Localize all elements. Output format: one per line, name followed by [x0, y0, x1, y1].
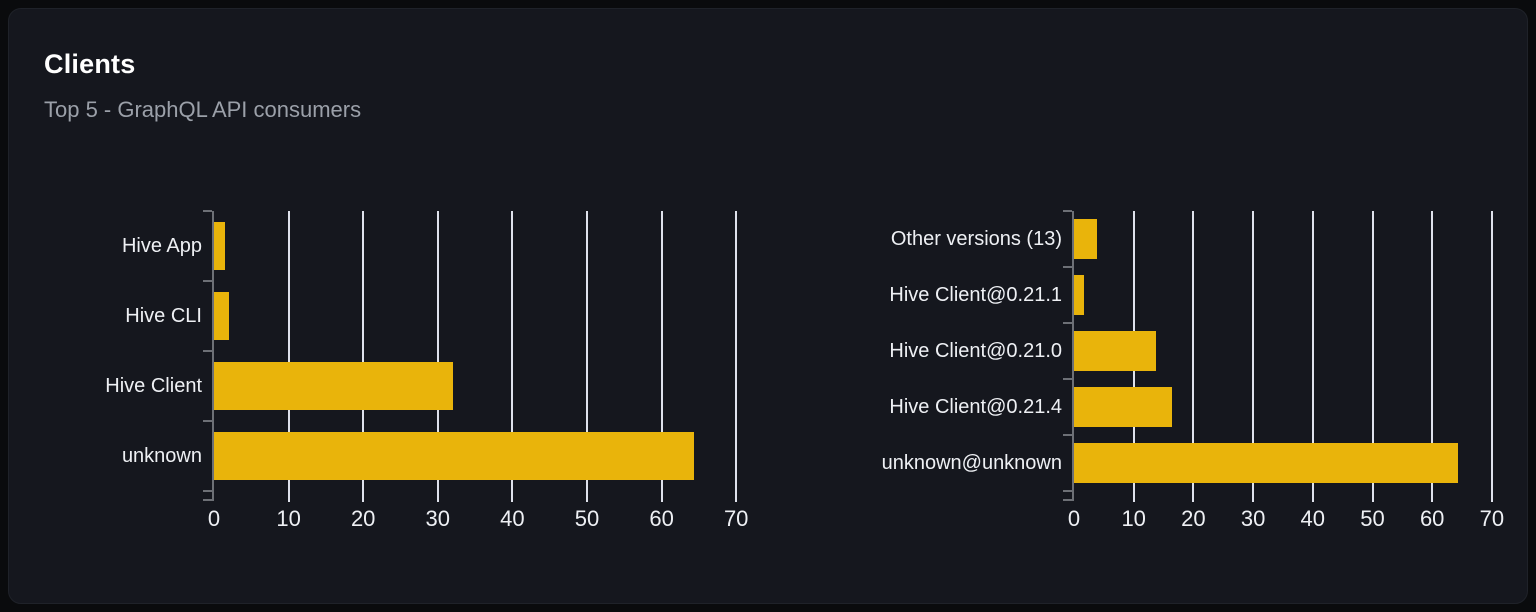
- clients-panel: Clients Top 5 - GraphQL API consumers Hi…: [8, 8, 1528, 604]
- y-axis-tick: [203, 350, 212, 352]
- x-tick-label: 40: [1300, 506, 1326, 531]
- gridline: [362, 211, 365, 491]
- y-axis-line: [1072, 211, 1074, 501]
- x-axis-tick: [1431, 491, 1434, 502]
- category-label: unknown: [121, 445, 202, 467]
- x-axis-tick: [287, 491, 290, 502]
- y-axis-tick: [1063, 378, 1072, 380]
- y-axis-tick: [203, 280, 212, 282]
- gridline: [1490, 211, 1493, 491]
- x-tick-label: 50: [574, 506, 600, 531]
- x-axis-tick: [1132, 491, 1135, 502]
- bar-hive-app[interactable]: [214, 222, 226, 270]
- y-axis-tick: [1063, 434, 1072, 436]
- gridline: [735, 211, 738, 491]
- x-axis-tick: [511, 491, 514, 502]
- x-tick-label: 10: [1121, 506, 1146, 531]
- gridline: [660, 211, 663, 491]
- category-label: Hive Client@0.21.0: [889, 340, 1062, 362]
- bar-unknown[interactable]: [214, 432, 695, 480]
- x-axis-tick: [436, 491, 439, 502]
- category-label: Other versions (13): [890, 228, 1062, 250]
- x-axis-tick: [586, 491, 588, 502]
- x-axis-tick: [1490, 491, 1493, 502]
- x-axis-tick: [1192, 491, 1195, 502]
- category-label: unknown@unknown: [881, 452, 1062, 474]
- x-tick-label: 0: [1067, 506, 1081, 531]
- category-label: Hive CLI: [125, 305, 202, 327]
- bar-hive-client-0-21-0[interactable]: [1074, 331, 1156, 371]
- gridline: [1371, 211, 1374, 491]
- y-axis-line: [212, 211, 214, 501]
- category-label: Hive Client: [105, 375, 202, 397]
- y-axis-tick: [1063, 266, 1072, 268]
- gridline: [586, 211, 588, 491]
- y-axis-tick: [1063, 210, 1072, 212]
- bar-hive-client[interactable]: [214, 362, 453, 410]
- y-axis-tick: [203, 420, 212, 422]
- x-tick-label: 60: [649, 506, 674, 531]
- gridline: [1252, 211, 1255, 491]
- gridline: [1431, 211, 1434, 491]
- clients-by-version-bar-chart: Other versions (13) Hive Client@0.21.1 Hiv…: [9, 9, 1527, 603]
- category-label: Hive Client@0.21.4: [889, 396, 1062, 418]
- x-tick-label: 50: [1360, 506, 1385, 531]
- clients-by-name-bar-chart: Hive App Hive CLI Hive Client unknown 0 10 20 3…: [9, 9, 1527, 603]
- bar-hive-client-0-21-4[interactable]: [1074, 387, 1172, 427]
- gridline: [1192, 211, 1195, 491]
- x-tick-label: 40: [500, 506, 525, 531]
- x-tick-label: 60: [1419, 506, 1445, 531]
- gridline: [436, 211, 439, 491]
- y-axis-tick: [1063, 490, 1072, 492]
- category-label: Hive App: [121, 235, 202, 257]
- gridline: [287, 211, 290, 491]
- y-axis-end-tick: [1063, 499, 1072, 501]
- gridline: [1311, 211, 1314, 491]
- y-axis-end-tick: [203, 499, 212, 501]
- x-tick-label: 20: [350, 506, 376, 531]
- bar-hive-cli[interactable]: [214, 292, 229, 340]
- x-axis-tick: [1252, 491, 1255, 502]
- bar-other-versions-13-[interactable]: [1074, 219, 1098, 259]
- x-tick-label: 70: [723, 506, 749, 531]
- bar-unknown-unknown[interactable]: [1074, 443, 1459, 483]
- x-tick-label: 70: [1479, 506, 1505, 531]
- category-label: Hive Client@0.21.1: [889, 284, 1062, 306]
- x-axis-tick: [362, 491, 365, 502]
- y-axis-tick: [203, 490, 212, 492]
- x-tick-label: 30: [1240, 506, 1266, 531]
- y-axis-tick: [203, 210, 212, 212]
- x-axis-tick: [735, 491, 738, 502]
- x-tick-label: 20: [1181, 506, 1206, 531]
- x-tick-label: 10: [276, 506, 301, 531]
- x-axis-tick: [660, 491, 663, 502]
- x-tick-label: 30: [425, 506, 451, 531]
- x-axis-tick: [1371, 491, 1374, 502]
- panel-title: Clients: [44, 49, 136, 79]
- panel-subtitle: Top 5 - GraphQL API consumers: [44, 97, 362, 122]
- x-tick-label: 0: [207, 506, 221, 531]
- bar-hive-client-0-21-1[interactable]: [1074, 275, 1085, 315]
- x-axis-tick: [1311, 491, 1314, 502]
- y-axis-tick: [1063, 322, 1072, 324]
- gridline: [511, 211, 514, 491]
